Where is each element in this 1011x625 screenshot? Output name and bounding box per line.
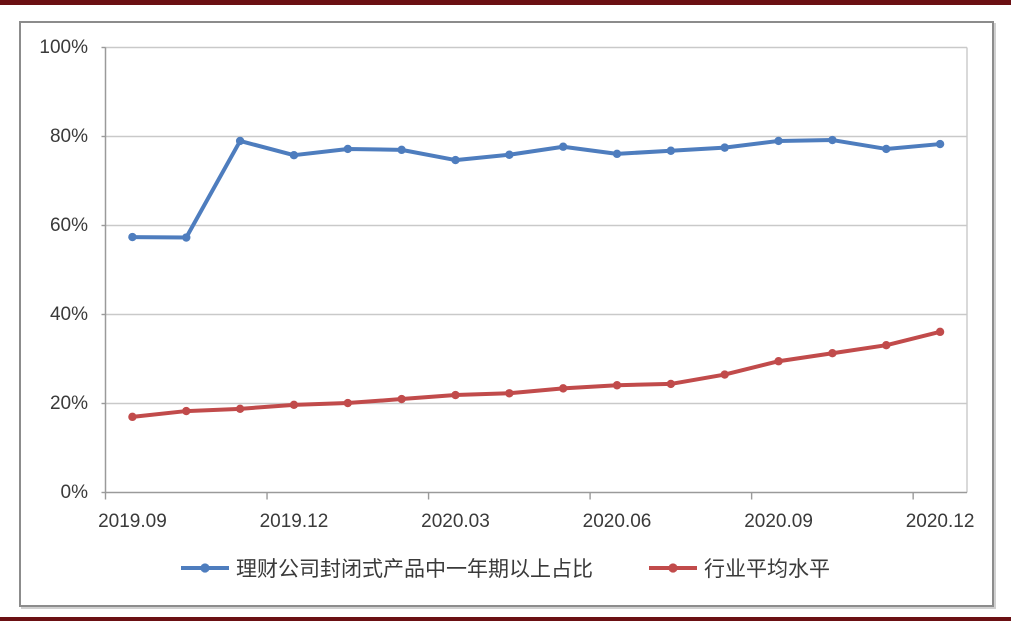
data-point xyxy=(235,404,245,414)
series-line-1 xyxy=(130,329,943,419)
data-point xyxy=(505,389,514,398)
y-tick-label: 40% xyxy=(49,303,88,325)
legend-label: 理财公司封闭式产品中一年期以上占比 xyxy=(236,558,593,581)
x-tick-label: 2020.12 xyxy=(905,511,975,532)
legend-item: 理财公司封闭式产品中一年期以上占比 xyxy=(181,553,593,583)
data-point xyxy=(828,349,837,358)
data-point xyxy=(882,341,891,350)
y-tick-label: 80% xyxy=(49,125,88,147)
data-point xyxy=(612,149,622,159)
legend-item: 行业平均水平 xyxy=(649,553,830,583)
data-point xyxy=(774,357,783,366)
data-point xyxy=(935,327,945,337)
data-point xyxy=(666,379,676,389)
legend-label: 行业平均水平 xyxy=(704,558,830,581)
data-point xyxy=(451,390,460,400)
x-tick-label: 2020.09 xyxy=(744,511,813,532)
x-tick-label: 2019.09 xyxy=(98,511,167,532)
data-point xyxy=(828,135,837,145)
y-tick-label: 60% xyxy=(49,214,88,236)
data-point xyxy=(612,381,622,390)
x-tick-label: 2020.03 xyxy=(421,511,490,532)
data-point xyxy=(505,150,514,159)
data-point xyxy=(720,143,729,152)
data-point xyxy=(935,139,945,149)
legend-line-marker-icon xyxy=(181,563,229,573)
data-point xyxy=(182,233,191,242)
data-point xyxy=(720,370,729,379)
data-point xyxy=(235,136,245,146)
data-point xyxy=(774,136,783,146)
data-point xyxy=(128,232,137,242)
data-point xyxy=(289,400,299,410)
top-divider xyxy=(0,0,1011,5)
data-point xyxy=(128,412,137,422)
x-tick-label: 2020.06 xyxy=(582,511,652,532)
chart-legend: 理财公司封闭式产品中一年期以上占比 行业平均水平 xyxy=(0,552,1011,584)
data-point xyxy=(182,406,191,416)
y-tick-label: 100% xyxy=(39,36,88,58)
bottom-divider xyxy=(0,617,1011,621)
x-tick-label: 2019.12 xyxy=(259,511,329,532)
data-point xyxy=(343,398,352,408)
y-tick-label: 0% xyxy=(60,481,88,503)
data-point xyxy=(289,150,299,160)
data-point xyxy=(451,155,460,165)
data-point xyxy=(558,142,568,151)
data-point xyxy=(666,146,676,155)
series-line-0 xyxy=(130,138,943,240)
y-tick-label: 20% xyxy=(49,392,88,414)
data-point xyxy=(343,144,352,154)
data-point xyxy=(558,384,568,393)
data-point xyxy=(882,144,891,154)
data-point xyxy=(397,394,406,404)
legend-line-marker-icon xyxy=(649,563,697,573)
data-point xyxy=(397,145,406,155)
